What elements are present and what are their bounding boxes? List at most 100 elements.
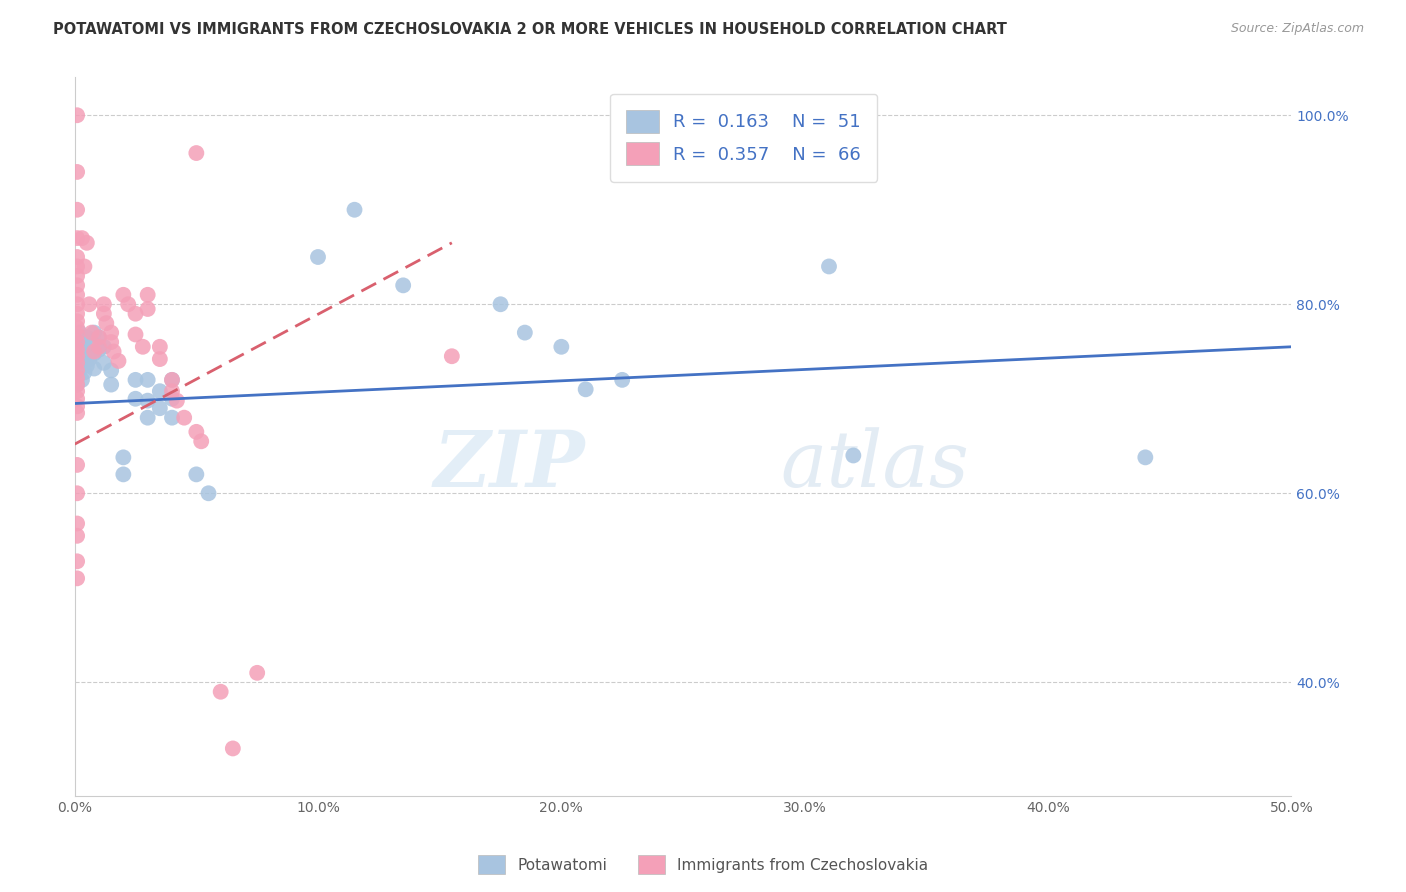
Point — [73, 260, 96, 274]
Point — [66, 377, 89, 392]
Point — [76, 235, 98, 250]
Point — [440, 349, 463, 363]
Text: atlas: atlas — [780, 427, 969, 503]
Point — [575, 382, 598, 396]
Text: ZIP: ZIP — [434, 427, 586, 504]
Point — [124, 327, 146, 342]
Point — [66, 343, 89, 357]
Point — [83, 344, 105, 359]
Point — [513, 326, 536, 340]
Point — [66, 321, 89, 335]
Point — [69, 363, 91, 377]
Point — [66, 202, 89, 217]
Point — [209, 684, 232, 698]
Point — [136, 393, 159, 408]
Point — [66, 392, 89, 406]
Point — [70, 231, 93, 245]
Point — [73, 340, 96, 354]
Point — [160, 373, 183, 387]
Point — [87, 330, 110, 344]
Point — [87, 340, 110, 354]
Point — [66, 571, 89, 585]
Point — [83, 361, 105, 376]
Text: POTAWATOMI VS IMMIGRANTS FROM CZECHOSLOVAKIA 2 OR MORE VEHICLES IN HOUSEHOLD COR: POTAWATOMI VS IMMIGRANTS FROM CZECHOSLOV… — [53, 22, 1007, 37]
Point — [100, 326, 122, 340]
Point — [66, 377, 89, 392]
Legend: R =  0.163    N =  51, R =  0.357    N =  66: R = 0.163 N = 51, R = 0.357 N = 66 — [610, 94, 877, 182]
Point — [76, 330, 98, 344]
Point — [136, 301, 159, 316]
Point — [76, 359, 98, 373]
Point — [307, 250, 329, 264]
Point — [160, 410, 183, 425]
Point — [66, 307, 89, 321]
Point — [246, 665, 269, 680]
Point — [149, 352, 172, 367]
Point — [66, 406, 89, 420]
Point — [66, 458, 89, 472]
Point — [124, 392, 146, 406]
Point — [66, 349, 89, 363]
Point — [69, 349, 91, 363]
Point — [112, 450, 135, 465]
Point — [136, 288, 159, 302]
Point — [93, 356, 115, 370]
Point — [66, 516, 89, 531]
Point — [66, 327, 89, 342]
Point — [100, 377, 122, 392]
Point — [66, 297, 89, 311]
Point — [87, 330, 110, 344]
Point — [66, 165, 89, 179]
Point — [197, 486, 219, 500]
Point — [66, 260, 89, 274]
Point — [149, 384, 172, 399]
Point — [173, 410, 195, 425]
Point — [69, 326, 91, 340]
Point — [66, 356, 89, 370]
Point — [107, 354, 129, 368]
Point — [66, 288, 89, 302]
Point — [66, 400, 89, 414]
Point — [73, 365, 96, 379]
Point — [66, 334, 89, 349]
Point — [222, 741, 245, 756]
Point — [124, 373, 146, 387]
Point — [343, 202, 366, 217]
Point — [100, 363, 122, 377]
Point — [66, 108, 89, 122]
Point — [550, 340, 572, 354]
Point — [93, 307, 115, 321]
Point — [66, 363, 89, 377]
Point — [149, 401, 172, 416]
Point — [96, 316, 118, 330]
Point — [103, 344, 125, 359]
Point — [489, 297, 512, 311]
Point — [66, 231, 89, 245]
Point — [77, 297, 100, 311]
Point — [392, 278, 415, 293]
Point — [66, 340, 89, 354]
Point — [66, 359, 89, 373]
Point — [124, 307, 146, 321]
Point — [80, 326, 103, 340]
Point — [112, 467, 135, 482]
Point — [76, 344, 98, 359]
Point — [93, 297, 115, 311]
Point — [66, 314, 89, 328]
Point — [83, 326, 105, 340]
Point — [66, 278, 89, 293]
Point — [117, 297, 139, 311]
Point — [93, 340, 115, 354]
Point — [186, 467, 208, 482]
Point — [77, 352, 100, 367]
Point — [66, 486, 89, 500]
Point — [77, 337, 100, 351]
Point — [66, 384, 89, 399]
Point — [70, 359, 93, 373]
Point — [160, 373, 183, 387]
Point — [73, 354, 96, 368]
Point — [66, 554, 89, 568]
Point — [186, 425, 208, 439]
Point — [149, 340, 172, 354]
Point — [100, 334, 122, 349]
